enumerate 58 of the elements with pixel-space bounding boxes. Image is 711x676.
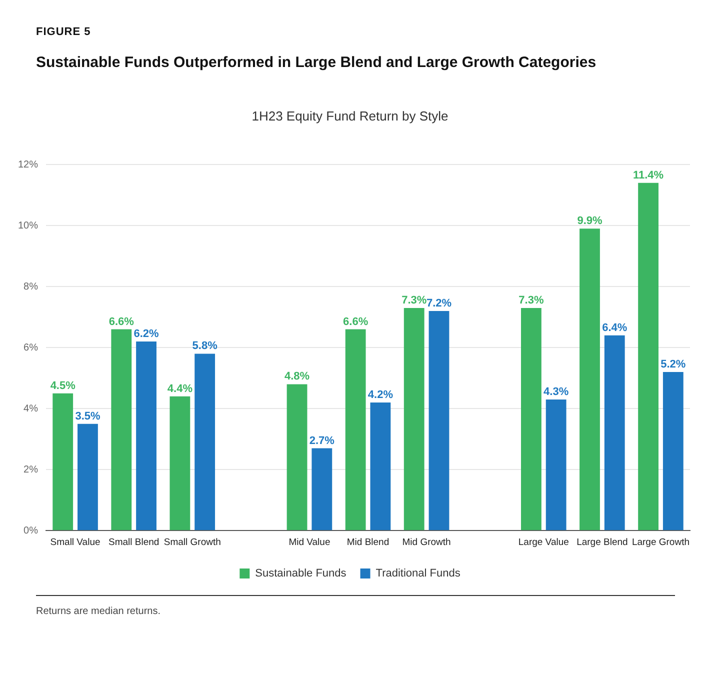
- legend-label: Traditional Funds: [376, 568, 461, 580]
- data-label: 3.5%: [75, 410, 100, 422]
- data-label: 4.5%: [50, 380, 76, 392]
- y-tick-label: 2%: [24, 464, 38, 476]
- bar: [521, 308, 542, 530]
- data-label: 4.3%: [544, 386, 569, 398]
- data-label: 5.2%: [660, 358, 686, 371]
- bar: [580, 228, 600, 530]
- bar: [52, 393, 74, 530]
- data-label: 6.4%: [602, 322, 628, 334]
- bar: [345, 329, 366, 530]
- chart-subtitle: 1H23 Equity Fund Return by Style: [252, 108, 448, 124]
- data-label: 4.4%: [167, 382, 193, 395]
- data-label: 5.8%: [192, 340, 218, 352]
- data-label: 11.4%: [632, 169, 664, 182]
- bar: [604, 335, 625, 530]
- bar: [662, 372, 684, 530]
- legend-label: Sustainable Funds: [255, 568, 347, 580]
- bar: [312, 448, 332, 530]
- y-tick-label: 12%: [18, 159, 38, 170]
- x-tick-label: Mid Value: [288, 536, 330, 548]
- data-label: 4.8%: [284, 370, 310, 383]
- y-tick-label: 8%: [24, 281, 38, 292]
- text: Returns are median returns.: [36, 606, 162, 617]
- bar: [170, 396, 190, 530]
- caption: FIGURE 5: [36, 26, 92, 38]
- data-label: 7.3%: [518, 294, 544, 306]
- bar: [111, 329, 132, 530]
- y-tick-label: 6%: [24, 342, 38, 354]
- x-tick-label: Large Value: [518, 536, 569, 548]
- data-label: 7.3%: [402, 294, 427, 306]
- y-tick-label: 4%: [24, 403, 38, 414]
- bar: [638, 182, 658, 530]
- bar: [404, 308, 424, 530]
- data-label: 4.2%: [368, 389, 394, 402]
- bar: [78, 424, 98, 530]
- data-label: 9.9%: [577, 215, 602, 228]
- bar: [370, 402, 391, 530]
- data-label: 2.7%: [309, 434, 335, 447]
- bar: [286, 384, 308, 530]
- x-tick-label: Large Growth: [632, 536, 690, 548]
- y-tick-label: 0%: [24, 525, 38, 536]
- bar: [546, 399, 566, 530]
- bar: [194, 354, 216, 530]
- data-label: 6.2%: [134, 328, 160, 340]
- data-label: 6.6%: [343, 316, 368, 328]
- data-label: 7.2%: [426, 298, 452, 310]
- x-tick-label: Small Value: [50, 536, 100, 548]
- x-tick-label: Small Blend: [108, 536, 160, 548]
- x-tick-label: Large Blend: [576, 536, 628, 548]
- bar: [136, 342, 156, 530]
- chart-title: Sustainable Funds Outperformed in Large Blend and Large Growth Categories: [36, 54, 598, 71]
- x-tick-label: Small Growth: [164, 536, 221, 548]
- x-tick-label: Mid Growth: [402, 536, 451, 548]
- data-label: 6.6%: [108, 316, 134, 328]
- bar: [428, 311, 450, 530]
- x-tick-label: Mid Blend: [346, 536, 390, 548]
- y-tick-label: 10%: [18, 220, 38, 232]
